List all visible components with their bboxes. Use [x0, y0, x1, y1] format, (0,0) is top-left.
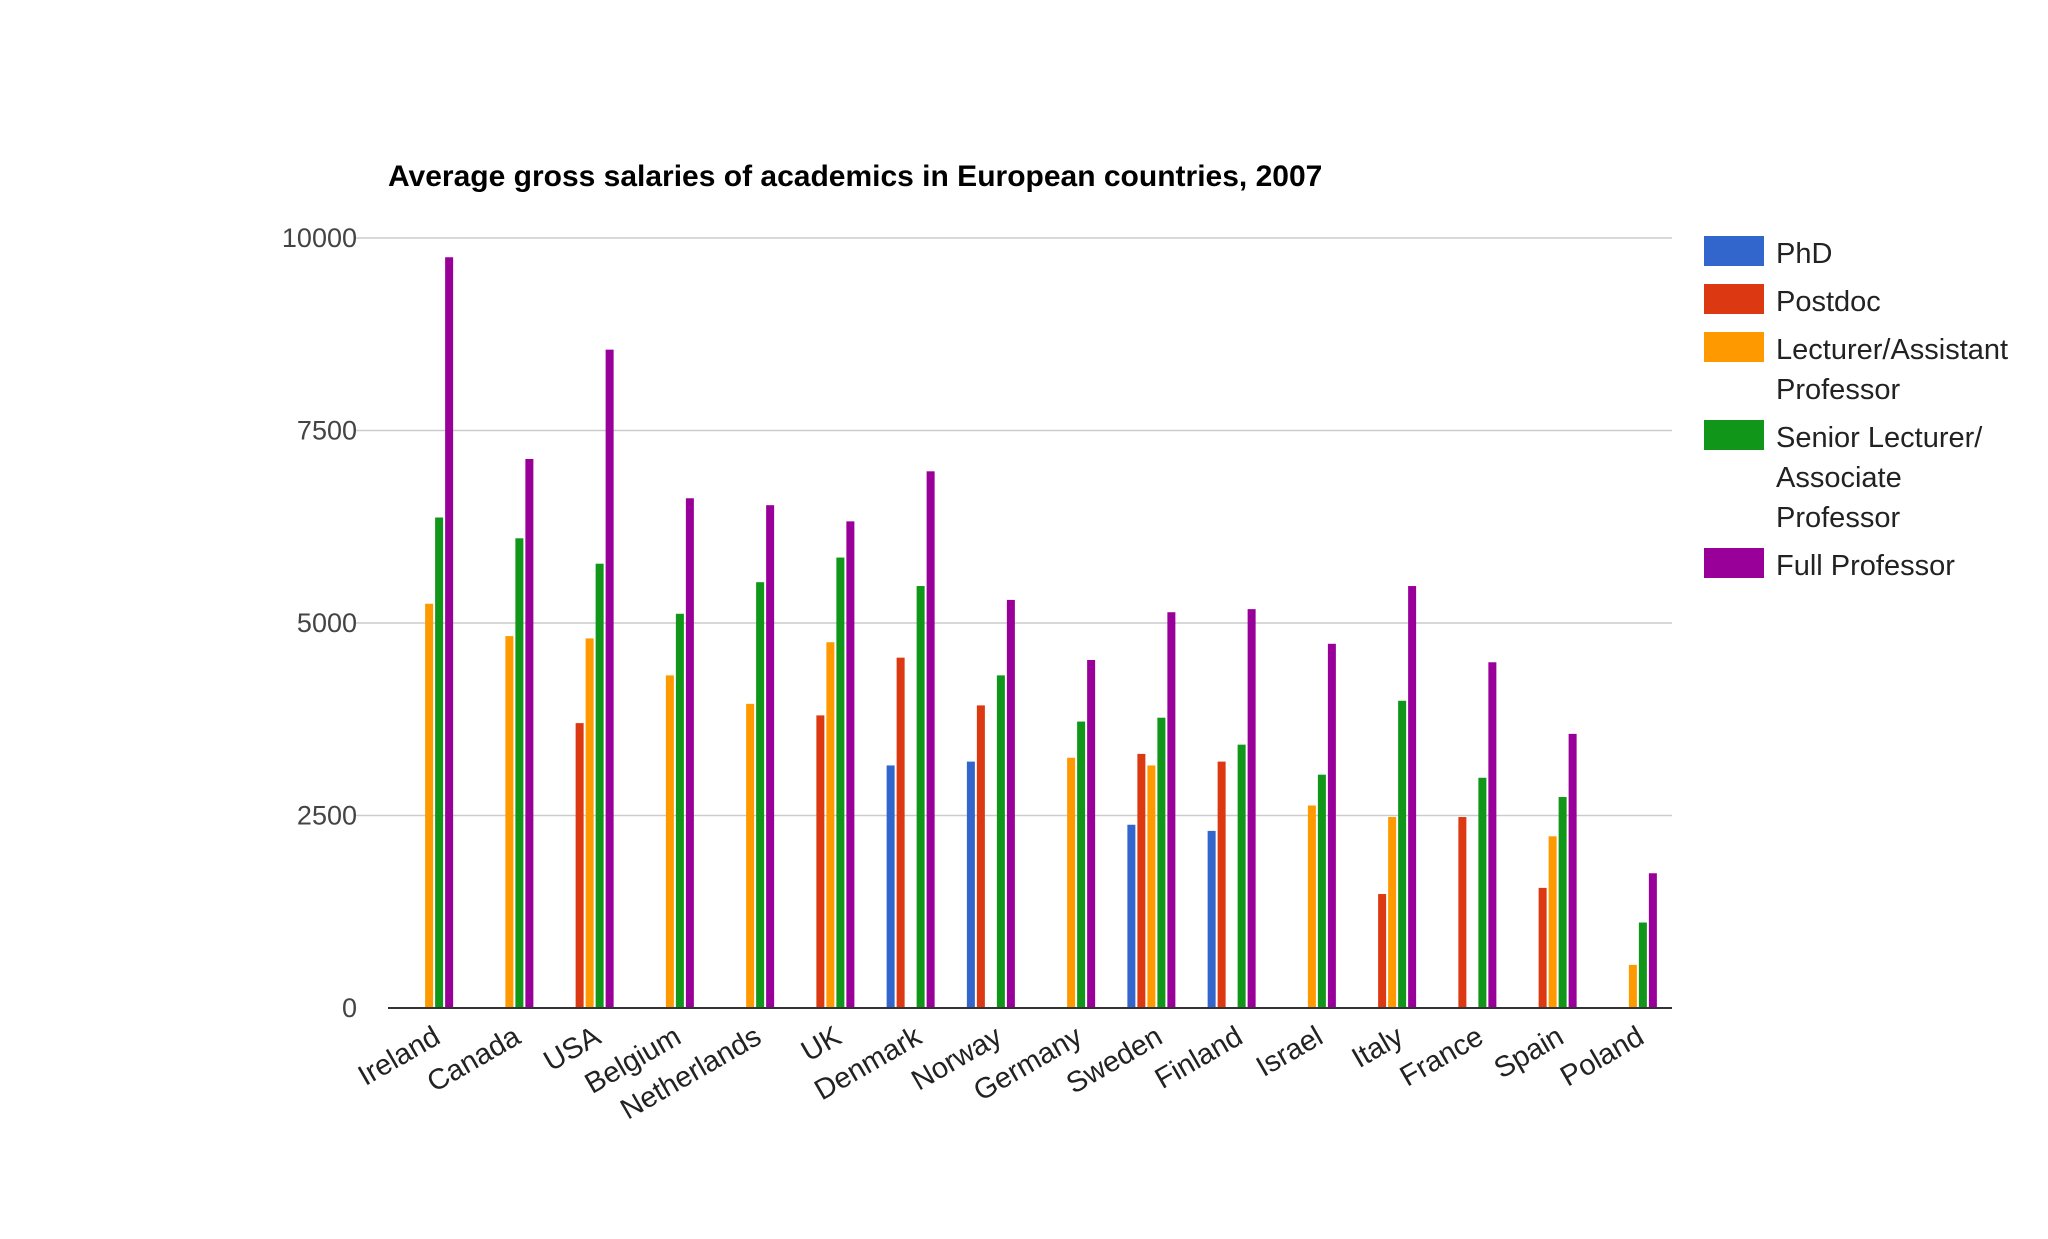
legend-label: Professor: [1776, 502, 1900, 534]
legend-label: Professor: [1776, 374, 1900, 406]
legend-item[interactable]: Lecturer/Assistant Professor: [1704, 332, 2008, 406]
bars: [425, 257, 1657, 1008]
bar: [846, 521, 855, 1008]
y-axis-ticks: 0 2500 5000 7500 10000: [282, 223, 357, 1023]
bar: [1648, 873, 1657, 1008]
legend-label: Senior Lecturer/: [1776, 422, 1983, 454]
legend-label: Associate: [1776, 462, 1902, 494]
x-category-label: Spain: [1489, 1020, 1569, 1085]
bar: [575, 723, 584, 1008]
bar: [1327, 643, 1336, 1008]
bar: [826, 642, 835, 1008]
bar: [445, 257, 454, 1008]
bar: [1538, 887, 1547, 1008]
y-tick-label: 2500: [297, 801, 357, 831]
bar: [435, 517, 444, 1008]
bar: [605, 349, 614, 1008]
legend-item[interactable]: Senior Lecturer/Associate Professor: [1704, 420, 1983, 534]
bar: [585, 638, 594, 1008]
legend-label: PhD: [1776, 238, 1832, 270]
bar: [1568, 733, 1577, 1008]
bar: [1077, 721, 1086, 1008]
bar: [996, 675, 1005, 1008]
legend[interactable]: PhDPostdocLecturer/AssistantProfessorSen…: [1704, 236, 2008, 582]
chart-title: Average gross salaries of academics in E…: [388, 160, 1322, 193]
bar: [1388, 817, 1397, 1008]
bar: [836, 557, 845, 1008]
bar: [595, 563, 604, 1008]
bar: [1638, 922, 1647, 1008]
legend-label: Full Professor: [1776, 550, 1955, 582]
bar: [1067, 757, 1076, 1008]
legend-item[interactable]: Full Professor: [1704, 548, 1955, 582]
bar: [976, 705, 985, 1008]
bar: [1628, 964, 1637, 1008]
bar: [1137, 753, 1146, 1008]
bar: [685, 498, 694, 1008]
bar: [1157, 717, 1166, 1008]
legend-swatch: [1704, 332, 1764, 362]
bar: [926, 471, 935, 1008]
bar: [1478, 777, 1487, 1008]
legend-label: Lecturer/Assistant: [1776, 334, 2008, 366]
bar: [1087, 659, 1096, 1008]
bar: [1378, 894, 1387, 1008]
bar: [665, 675, 674, 1008]
bar: [1147, 765, 1156, 1008]
x-category-label: Canada: [422, 1020, 527, 1099]
y-tick-label: 5000: [297, 608, 357, 638]
legend-item[interactable]: Postdoc: [1704, 284, 1881, 318]
bar: [916, 586, 925, 1008]
bar: [1408, 586, 1417, 1008]
legend-swatch: [1704, 236, 1764, 266]
bar: [1488, 662, 1497, 1008]
legend-swatch: [1704, 284, 1764, 314]
bar: [1398, 700, 1407, 1008]
bar: [896, 657, 905, 1008]
bar: [766, 505, 775, 1008]
bar: [505, 636, 514, 1008]
x-category-label: Israel: [1251, 1020, 1328, 1083]
y-tick-label: 7500: [297, 416, 357, 446]
legend-swatch: [1704, 420, 1764, 450]
bar: [1458, 817, 1467, 1008]
legend-label: Postdoc: [1776, 286, 1881, 318]
bar: [1127, 824, 1136, 1008]
x-category-label: Poland: [1555, 1020, 1649, 1093]
bar: [966, 761, 975, 1008]
bar: [425, 603, 434, 1008]
bar: [746, 703, 755, 1008]
bar: [1006, 599, 1015, 1008]
bar: [1307, 805, 1316, 1008]
bar: [675, 613, 684, 1008]
y-tick-label: 0: [342, 993, 357, 1023]
x-category-label: Finland: [1150, 1020, 1248, 1095]
y-tick-label: 10000: [282, 223, 357, 253]
bar: [1247, 609, 1256, 1008]
bar: [816, 715, 825, 1008]
bar: [1317, 774, 1326, 1008]
bar: [515, 538, 524, 1008]
bar: [1217, 761, 1226, 1008]
bar: [1558, 797, 1567, 1008]
x-category-label: France: [1395, 1020, 1489, 1093]
bar: [1548, 836, 1557, 1008]
bar: [886, 765, 895, 1008]
legend-swatch: [1704, 548, 1764, 578]
bar: [1207, 830, 1216, 1008]
bar: [756, 582, 765, 1008]
bar: [525, 458, 534, 1008]
bar: [1237, 744, 1246, 1008]
bar: [1167, 612, 1176, 1008]
legend-item[interactable]: PhD: [1704, 236, 1832, 270]
